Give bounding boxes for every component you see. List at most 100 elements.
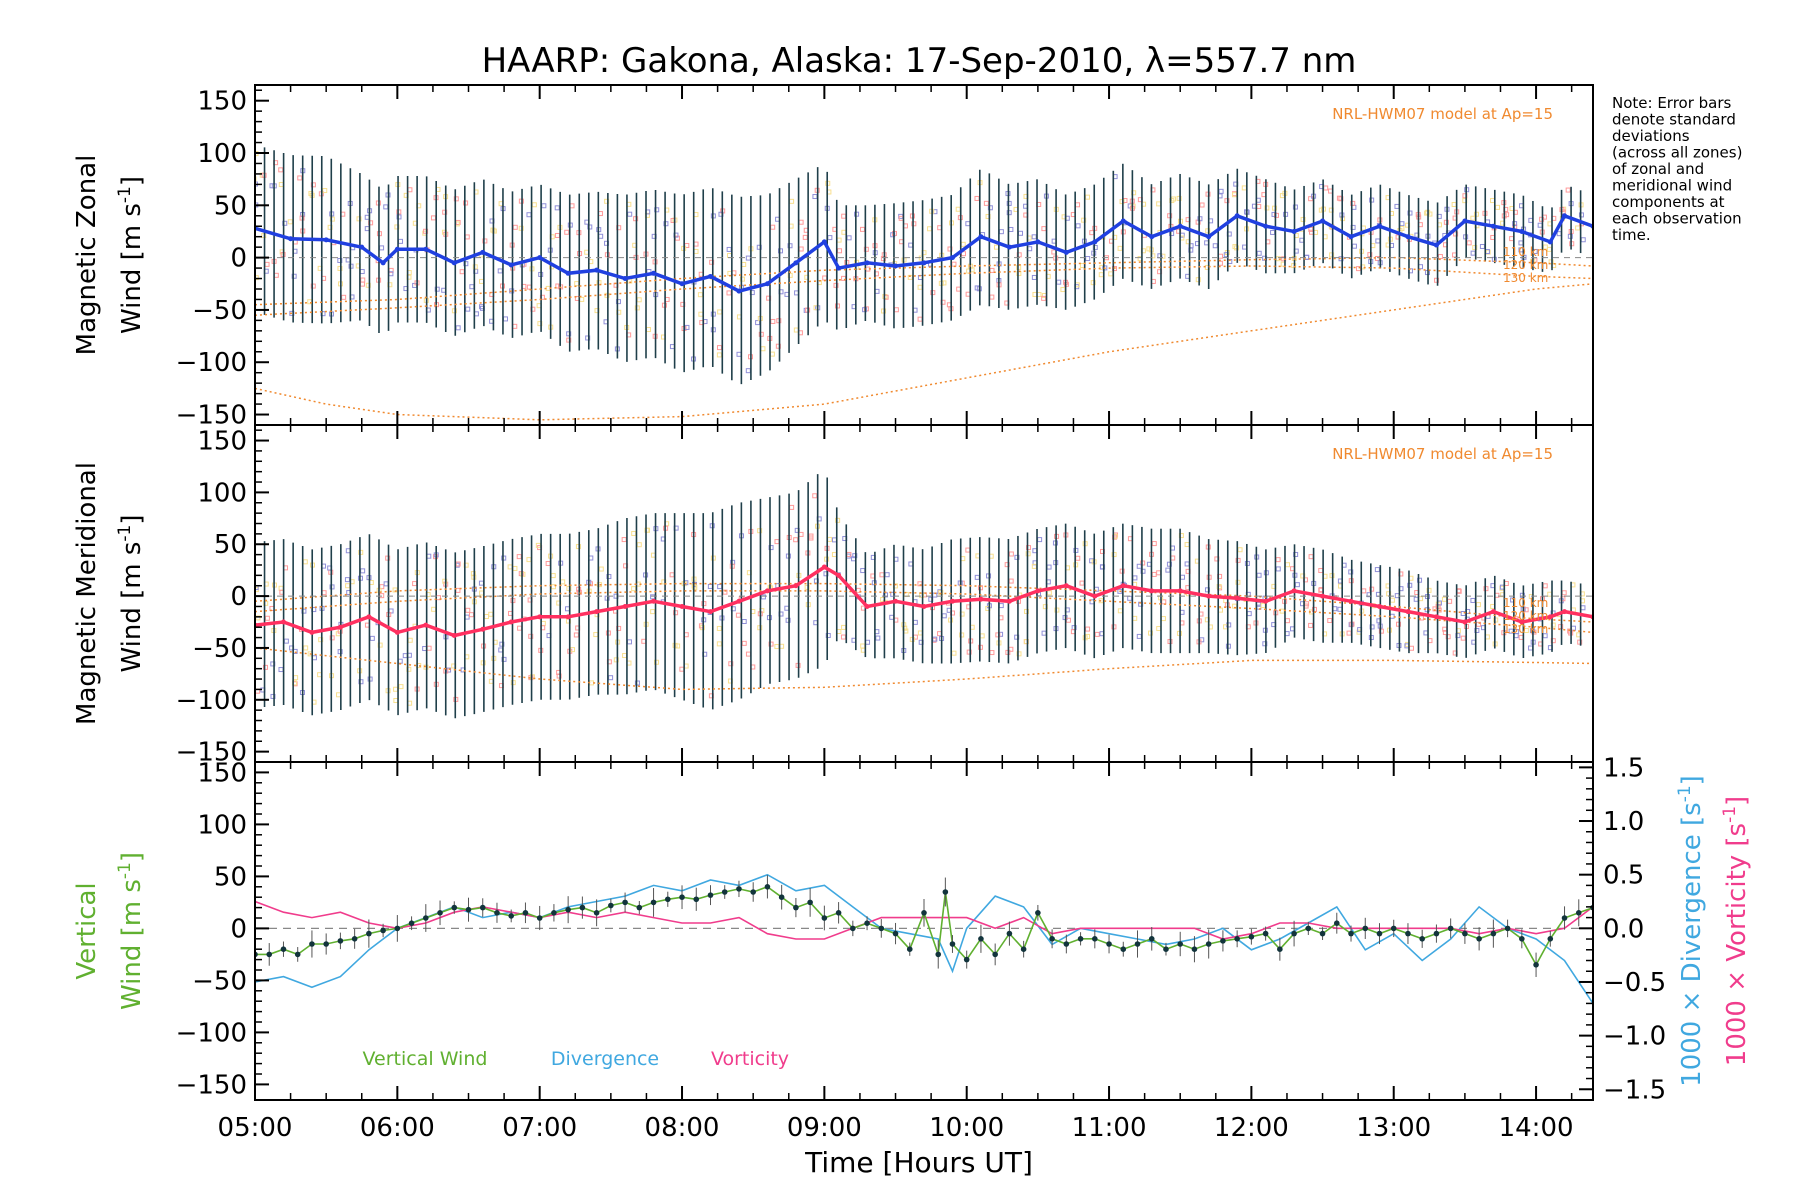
y-tick-label: 0 — [230, 914, 247, 944]
x-tick-label: 06:00 — [360, 1113, 435, 1143]
zone-sample-marker — [379, 584, 385, 590]
zone-sample-marker — [1184, 542, 1190, 548]
vertical-wind-point — [1433, 930, 1440, 937]
plot-area — [255, 873, 1593, 1004]
chart-title: HAARP: Gakona, Alaska: 17-Sep-2010, λ=55… — [482, 41, 1357, 81]
zone-sample-marker — [598, 233, 604, 239]
zone-sample-marker — [520, 571, 526, 577]
zone-sample-marker — [645, 327, 651, 333]
zone-sample-marker — [1350, 200, 1356, 206]
zone-sample-marker — [812, 194, 818, 200]
vertical-wind-point — [1376, 930, 1383, 937]
zone-sample-marker — [798, 531, 804, 537]
zone-sample-marker — [727, 253, 733, 259]
zone-sample-marker — [1300, 216, 1306, 222]
zone-sample-marker — [442, 578, 448, 584]
zone-sample-marker — [593, 632, 599, 638]
zone-sample-marker — [1490, 198, 1496, 204]
zone-sample-marker — [836, 237, 842, 243]
zone-sample-marker — [989, 650, 995, 656]
mean-wind-point — [707, 609, 713, 615]
y-axis-label-text: Wind [m s — [117, 879, 147, 1010]
zone-sample-marker — [482, 238, 488, 244]
x-tick-labels: 05:00 06:00 07:00 08:00 09:00 10:00 11:00 12:00… — [218, 1113, 1574, 1143]
mean-wind-point — [864, 260, 870, 266]
zone-sample-marker — [1108, 271, 1114, 277]
zone-sample-marker — [1361, 588, 1367, 594]
y-tick-label: −150 — [176, 738, 247, 768]
mean-wind-point — [893, 263, 899, 269]
zone-sample-marker — [507, 564, 513, 570]
zone-sample-marker — [889, 614, 895, 620]
zone-sample-marker — [1014, 554, 1020, 560]
zone-sample-marker — [396, 214, 402, 220]
zone-sample-marker — [1460, 635, 1466, 641]
mean-wind-point — [451, 260, 457, 266]
mean-wind-point — [323, 237, 329, 243]
zone-sample-marker — [1375, 238, 1381, 244]
mean-wind-point — [537, 255, 543, 261]
zone-sample-marker — [994, 244, 1000, 250]
zone-sample-marker — [716, 625, 722, 631]
zone-sample-marker — [1241, 185, 1247, 191]
vertical-wind-point — [1490, 930, 1497, 937]
zone-sample-marker — [1075, 223, 1081, 229]
vertical-wind-point — [1134, 941, 1141, 947]
zone-sample-marker — [1308, 622, 1314, 628]
vertical-wind-point — [437, 910, 443, 916]
zone-sample-marker — [1472, 245, 1478, 251]
zone-sample-marker — [383, 581, 389, 587]
y-tick-label: 0 — [230, 244, 247, 274]
zone-sample-marker — [1089, 230, 1095, 236]
mean-wind-point — [736, 598, 742, 604]
y-tick-label: 100 — [197, 478, 247, 508]
zone-sample-marker — [741, 261, 747, 267]
mean-wind-point — [565, 614, 571, 620]
mean-wind-point — [1263, 223, 1269, 229]
zone-sample-marker — [1495, 204, 1501, 210]
zone-sample-marker — [1246, 611, 1252, 617]
zone-sample-marker — [989, 294, 995, 300]
vertical-wind-point — [1248, 933, 1255, 940]
zone-sample-marker — [693, 248, 699, 254]
zone-sample-marker — [488, 611, 494, 617]
zone-sample-marker — [464, 614, 470, 620]
zone-sample-marker — [798, 246, 804, 252]
mean-wind-point — [359, 244, 365, 250]
zone-sample-marker — [1466, 240, 1472, 246]
zone-sample-marker — [531, 202, 537, 208]
zone-sample-marker — [798, 219, 804, 225]
mean-wind-point — [864, 603, 870, 609]
mean-wind-point — [1291, 228, 1297, 234]
vertical-wind-point — [1077, 936, 1084, 942]
mean-wind-point — [893, 598, 899, 604]
mean-wind-point — [679, 281, 685, 287]
vertical-wind-point — [835, 910, 842, 916]
mean-wind-point — [1149, 234, 1155, 240]
x-tick-label: 14:00 — [1499, 1113, 1574, 1143]
zone-sample-marker — [446, 667, 452, 673]
zone-sample-marker — [875, 635, 881, 641]
zone-sample-marker — [951, 261, 957, 267]
vertical-wind-point — [1575, 910, 1582, 916]
zone-sample-marker — [393, 686, 399, 692]
zone-sample-marker — [1580, 237, 1586, 243]
zone-sample-marker — [1037, 537, 1043, 543]
vertical-wind-point — [1362, 925, 1369, 932]
zone-sample-marker — [1180, 574, 1186, 580]
zone-sample-marker — [337, 258, 343, 264]
legend-entry: Vertical Wind — [363, 1048, 488, 1070]
mean-wind-point — [1348, 598, 1354, 604]
zone-sample-marker — [634, 680, 640, 686]
zone-sample-marker — [1285, 562, 1291, 568]
mean-wind-point — [451, 632, 457, 638]
zone-sample-marker — [261, 233, 267, 239]
zone-sample-marker — [983, 200, 989, 206]
mean-wind-point — [1547, 614, 1553, 620]
zone-sample-marker — [1026, 545, 1032, 551]
zone-sample-marker — [1085, 626, 1091, 632]
zone-sample-marker — [1090, 280, 1096, 286]
zone-sample-marker — [987, 205, 993, 211]
vertical-wind-point — [636, 904, 643, 911]
zone-sample-marker — [434, 286, 440, 292]
